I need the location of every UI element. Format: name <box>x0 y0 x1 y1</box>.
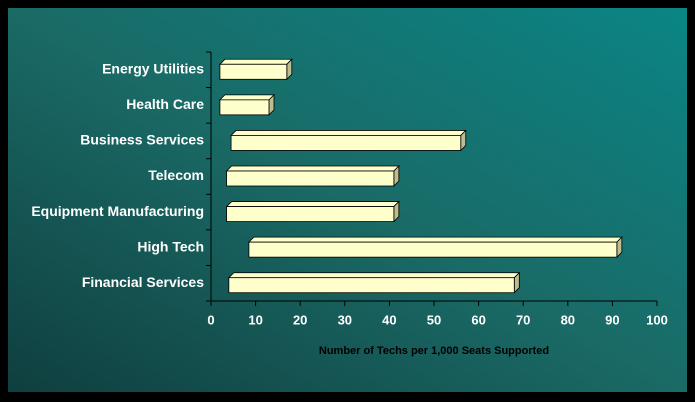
x-axis-title: Number of Techs per 1,000 Seats Supporte… <box>319 345 549 357</box>
y-tick-label: Energy Utilities <box>102 60 204 76</box>
x-tick-label: 0 <box>207 312 214 327</box>
x-tick-label: 70 <box>516 312 530 327</box>
y-tick-label: Health Care <box>126 96 204 112</box>
bar-top <box>225 165 400 172</box>
bar-top <box>225 201 400 207</box>
x-tick-label: 40 <box>382 312 396 327</box>
bar <box>228 277 515 294</box>
x-tick-label: 50 <box>427 312 441 327</box>
x-tick-label: 80 <box>561 312 575 327</box>
x-tick-label: 10 <box>248 312 262 327</box>
y-tick-label: High Tech <box>137 238 204 254</box>
y-tick-label: Equipment Manufacturing <box>31 203 204 219</box>
x-tick-label: 90 <box>605 312 619 327</box>
bar-top <box>230 130 467 136</box>
bar <box>248 241 618 258</box>
y-tick-label: Business Services <box>80 132 204 148</box>
bar <box>219 63 288 80</box>
bar-top <box>227 272 521 279</box>
bar <box>226 170 395 187</box>
plot-background <box>8 8 687 392</box>
bar-top <box>218 58 293 65</box>
bar <box>226 206 395 222</box>
x-tick-label: 100 <box>646 312 668 327</box>
x-tick-label: 30 <box>338 312 352 327</box>
bar <box>219 99 270 116</box>
y-tick-label: Telecom <box>148 167 204 183</box>
bar <box>230 135 462 151</box>
y-tick-label: Financial Services <box>82 274 204 290</box>
x-tick-label: 20 <box>293 312 307 327</box>
bar-top <box>247 236 623 243</box>
x-tick-label: 60 <box>471 312 485 327</box>
bar-top <box>218 94 275 101</box>
